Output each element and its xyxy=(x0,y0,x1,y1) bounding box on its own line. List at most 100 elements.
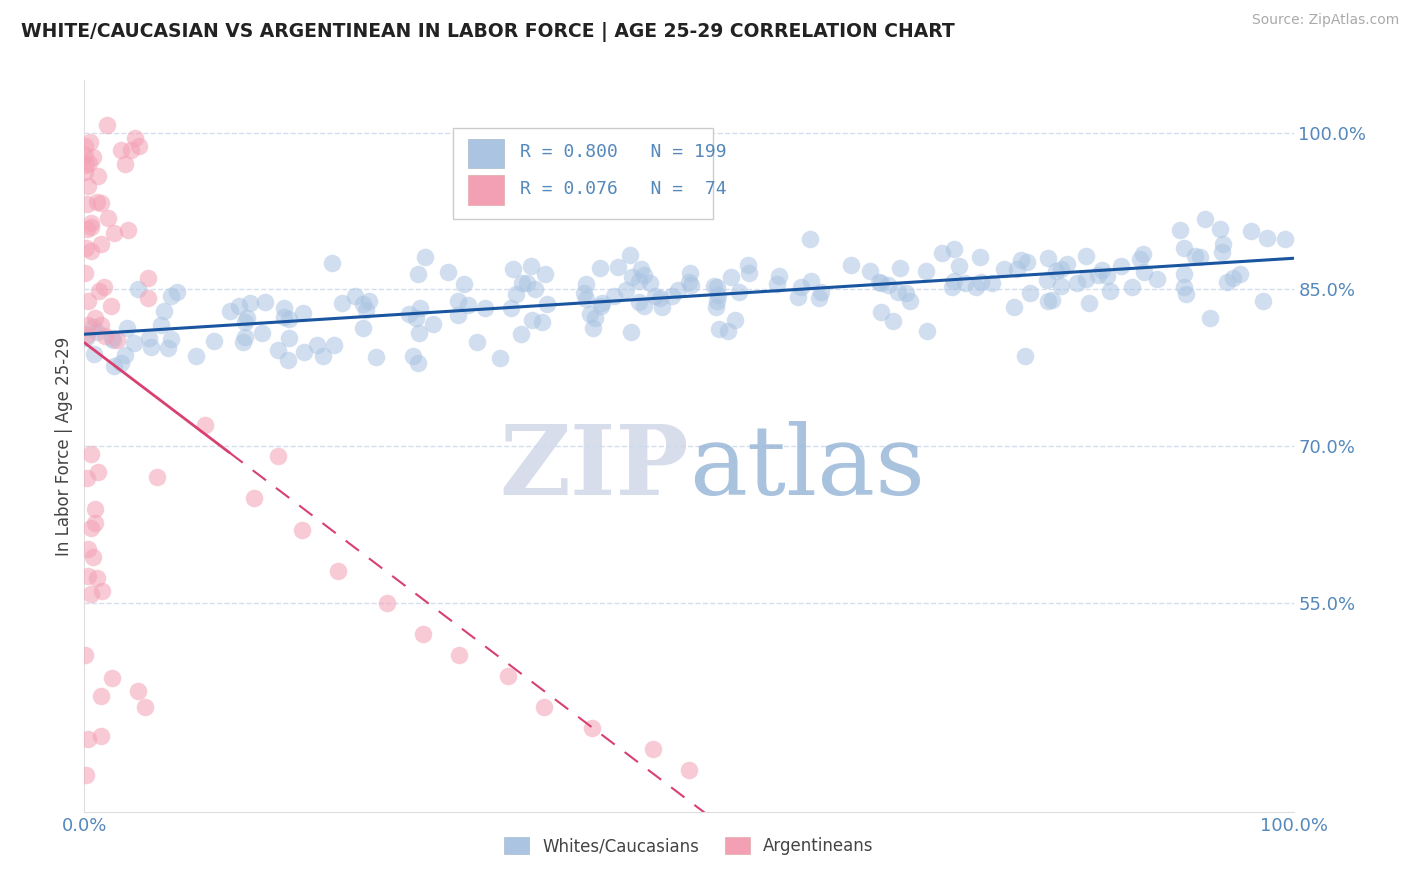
Point xyxy=(627,274,650,288)
Point xyxy=(474,301,496,315)
Point xyxy=(520,259,543,273)
Point xyxy=(707,288,730,302)
Point xyxy=(728,285,751,299)
Point xyxy=(579,307,602,321)
Point xyxy=(679,266,702,280)
Point xyxy=(153,303,176,318)
Point xyxy=(620,325,643,339)
Point xyxy=(648,291,671,305)
Point xyxy=(765,277,787,291)
Point xyxy=(447,293,470,308)
Point xyxy=(422,317,444,331)
Point xyxy=(160,289,183,303)
Point xyxy=(943,242,966,256)
Point xyxy=(90,237,112,252)
Point xyxy=(868,275,890,289)
Point xyxy=(841,258,863,272)
Point xyxy=(322,337,344,351)
Point xyxy=(581,321,603,335)
Point xyxy=(1132,247,1154,261)
Point xyxy=(127,684,149,698)
Point xyxy=(90,318,112,333)
Point xyxy=(886,285,908,299)
Point xyxy=(1274,232,1296,246)
Point xyxy=(536,296,558,310)
Point xyxy=(1121,279,1143,293)
Y-axis label: In Labor Force | Age 25-29: In Labor Force | Age 25-29 xyxy=(55,336,73,556)
Point xyxy=(157,341,180,355)
Point xyxy=(1091,263,1114,277)
Point xyxy=(1017,255,1039,269)
Point xyxy=(236,310,259,325)
Point xyxy=(76,731,98,746)
Point xyxy=(75,241,97,255)
Point xyxy=(510,276,533,290)
Point xyxy=(591,296,613,310)
Point xyxy=(589,299,612,313)
Point xyxy=(941,279,963,293)
Point xyxy=(1146,271,1168,285)
Point xyxy=(412,627,434,641)
Point xyxy=(83,310,105,325)
Point xyxy=(465,334,488,349)
Point xyxy=(704,300,727,314)
Point xyxy=(273,301,295,315)
Text: atlas: atlas xyxy=(689,421,925,515)
Point xyxy=(366,351,388,365)
Point xyxy=(993,262,1015,277)
FancyBboxPatch shape xyxy=(453,128,713,219)
Point xyxy=(970,275,993,289)
Point xyxy=(332,296,354,310)
FancyBboxPatch shape xyxy=(468,139,503,168)
Point xyxy=(122,336,145,351)
Point xyxy=(321,256,343,270)
Point xyxy=(1010,252,1032,267)
Point xyxy=(80,244,103,259)
Point xyxy=(666,283,689,297)
Point xyxy=(607,260,630,275)
Point xyxy=(128,138,150,153)
Point xyxy=(357,294,380,309)
Point xyxy=(233,315,256,329)
Point xyxy=(101,331,124,345)
Point xyxy=(73,266,96,280)
Point xyxy=(75,768,97,782)
Point xyxy=(101,671,124,685)
Point xyxy=(1133,265,1156,279)
Point xyxy=(75,331,97,345)
Point xyxy=(1170,222,1192,236)
Point xyxy=(768,268,790,283)
Point xyxy=(103,333,125,347)
Point xyxy=(1077,296,1099,310)
Point xyxy=(505,287,527,301)
Point xyxy=(307,338,329,352)
Point xyxy=(352,297,374,311)
Point xyxy=(77,542,100,557)
Point xyxy=(90,690,112,704)
Point xyxy=(943,274,966,288)
Point xyxy=(575,277,598,292)
Point xyxy=(644,289,666,303)
Point xyxy=(859,264,882,278)
Point xyxy=(575,292,598,306)
Point xyxy=(678,763,700,777)
Point xyxy=(76,470,98,484)
Point xyxy=(267,450,290,464)
Point xyxy=(82,550,104,565)
Point xyxy=(1074,249,1097,263)
Point xyxy=(589,261,612,276)
Point xyxy=(931,246,953,260)
Point xyxy=(581,721,603,735)
Point xyxy=(103,226,125,240)
Point xyxy=(496,669,519,683)
Point xyxy=(79,521,101,535)
Point xyxy=(80,219,103,234)
Point xyxy=(717,324,740,338)
Point xyxy=(408,356,430,370)
Point xyxy=(354,303,377,318)
Point xyxy=(738,266,761,280)
Point xyxy=(633,268,655,282)
Point xyxy=(889,260,911,275)
Point xyxy=(1212,236,1234,251)
Point xyxy=(1240,224,1263,238)
